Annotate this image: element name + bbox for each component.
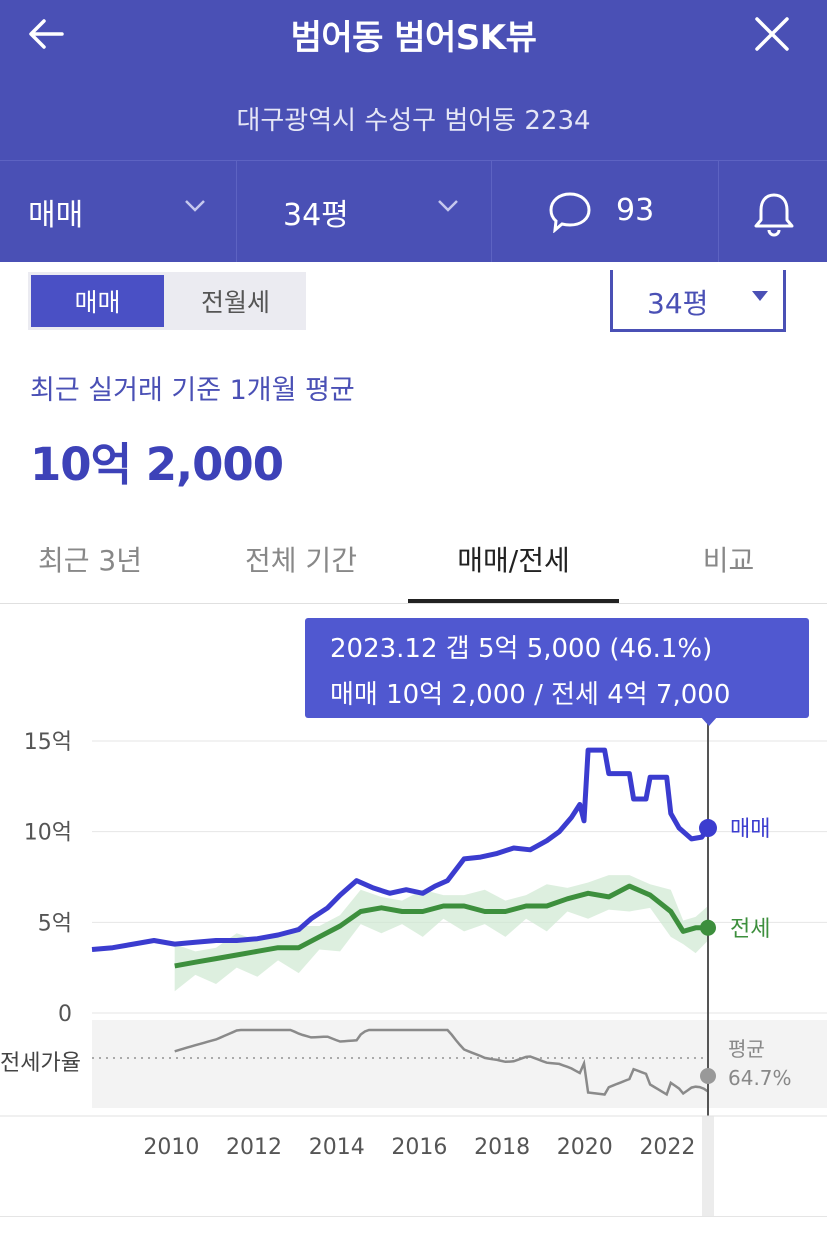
segment-rent[interactable]: 전월세 [200,288,270,317]
toolbar-separator [718,161,719,262]
jeonse-price-line [174,883,708,969]
segment-sale[interactable]: 매매 [31,275,164,327]
tooltip-price-line: 매매 10억 2,000 / 전세 4억 7,000 [330,680,731,710]
app-header: 범어동 범어SK뷰 대구광역시 수성구 범어동 2234 매매 34평 93 [0,0,827,262]
tab-all-period[interactable]: 전체 기간 [245,544,357,577]
tab-sale-jeonse[interactable]: 매매/전세 [457,544,570,577]
bottom-divider [0,1216,827,1217]
tab-recent-3-years[interactable]: 최근 3년 [38,544,142,577]
jeonse-end-label: 전세 [730,917,770,942]
page-title: 범어동 범어SK뷰 [290,18,537,58]
ratio-average-value: 64.7% [728,1066,792,1090]
trade-type-label: 매매 [28,197,84,233]
speech-bubble-icon [549,192,591,233]
back-arrow-icon[interactable] [24,12,68,56]
jeonse-ratio-line [174,1028,709,1097]
y-tick-label: 0 [58,1002,72,1027]
chevron-down-icon [185,200,205,212]
close-icon[interactable] [750,12,794,56]
tooltip-pointer [700,716,718,726]
trade-type-segment: 매매 전월세 [28,272,306,330]
x-tick-label: 2020 [557,1135,613,1160]
ratio-end-marker [700,1068,716,1084]
size-dropdown[interactable]: 34평 [237,161,491,262]
ratio-label: 전세가율 [0,1051,81,1076]
header-toolbar: 매매 34평 93 [0,161,827,262]
triangle-down-icon [752,291,768,301]
y-tick-label: 5억 [38,911,72,936]
cursor-handle [702,1116,714,1216]
sale-end-label: 매매 [730,817,770,842]
size-label: 34평 [283,197,349,233]
jeonse-end-marker [700,919,716,936]
ratio-panel-bg [92,1020,827,1108]
tooltip-gap-line: 2023.12 갭 5억 5,000 (46.1%) [330,634,713,664]
x-tick-label: 2018 [474,1135,530,1160]
average-price: 10억 2,000 [30,438,284,491]
x-tick-label: 2016 [391,1135,447,1160]
size-select-label: 34평 [647,287,709,320]
toolbar-separator [236,161,237,262]
header-divider [0,160,827,161]
x-tick-label: 2012 [226,1135,282,1160]
active-tab-indicator [408,599,619,603]
x-tick-label: 2010 [143,1135,199,1160]
ratio-average-label: 평균 [728,1037,765,1061]
tabs-divider [0,603,827,604]
chart-tooltip: 2023.12 갭 5억 5,000 (46.1%) 매매 10억 2,000 … [305,618,809,718]
chevron-down-icon [438,200,458,212]
y-tick-label: 10억 [24,821,72,846]
size-select[interactable]: 34평 [610,270,786,332]
x-tick-label: 2014 [309,1135,365,1160]
y-tick-label: 15억 [24,730,72,755]
sale-end-marker [699,819,717,838]
address: 대구광역시 수성구 범어동 2234 [236,106,591,136]
sale-price-line [91,747,711,952]
comments-button[interactable]: 93 [492,161,718,262]
jeonse-range-area [174,875,708,992]
comment-count: 93 [616,193,655,228]
period-tabs: 최근 3년 전체 기간 매매/전세 비교 [0,515,827,603]
trade-type-dropdown[interactable]: 매매 [0,161,236,262]
x-tick-label: 2022 [639,1135,695,1160]
recent-average-label: 최근 실거래 기준 1개월 평균 [30,375,355,406]
toolbar-separator [491,161,492,262]
bell-icon[interactable] [752,191,796,237]
tab-compare[interactable]: 비교 [702,544,755,577]
